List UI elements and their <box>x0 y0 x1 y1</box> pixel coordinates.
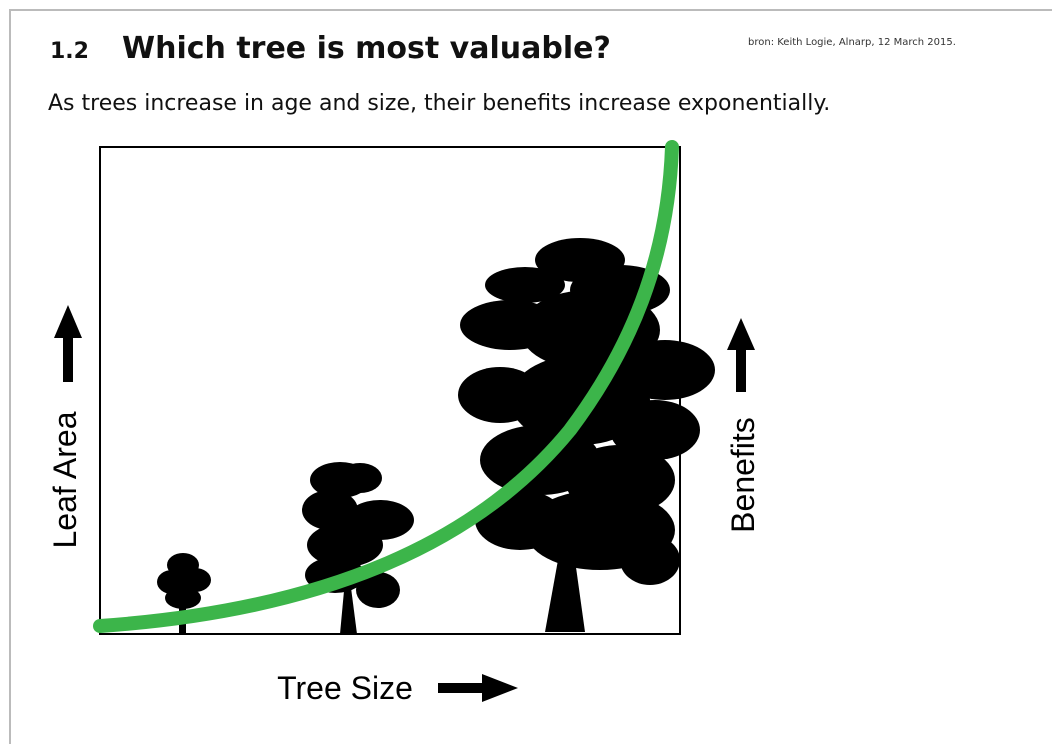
y-axis-label: Leaf Area <box>47 411 83 548</box>
subtitle: As trees increase in age and size, their… <box>48 91 830 116</box>
medium-tree <box>302 462 414 634</box>
section-number: 1.2 <box>50 39 89 64</box>
source: bron: Keith Logie, Alnarp, 12 March 2015… <box>748 37 956 48</box>
large-tree <box>458 238 715 632</box>
slide: 1.2 Which tree is most valuable? bron: K… <box>0 0 1052 744</box>
x-arrow <box>438 674 518 702</box>
title: Which tree is most valuable? <box>122 31 611 66</box>
y-arrow <box>54 305 82 382</box>
page: 1.2 Which tree is most valuable? bron: K… <box>0 0 1052 744</box>
y2-axis-label: Benefits <box>725 417 761 533</box>
y2-arrow <box>727 318 755 392</box>
x-axis-label: Tree Size <box>277 670 413 706</box>
